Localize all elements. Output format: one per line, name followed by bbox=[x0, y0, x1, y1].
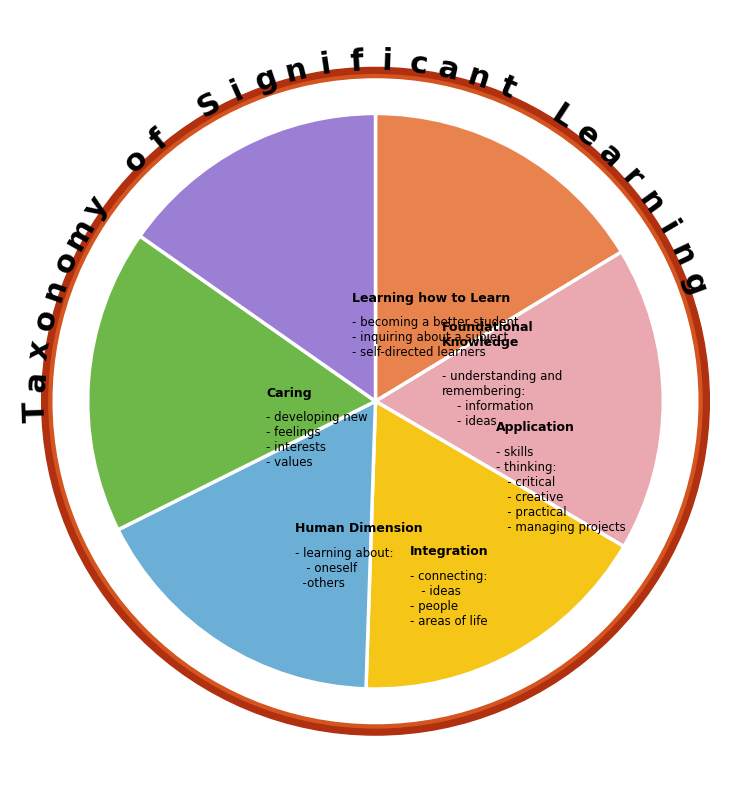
Text: a: a bbox=[593, 138, 628, 173]
Text: c: c bbox=[408, 49, 429, 80]
Text: o: o bbox=[29, 306, 62, 334]
Text: - becoming a better student
- inquiring about a subject
- self-directed learners: - becoming a better student - inquiring … bbox=[352, 316, 519, 359]
Text: m: m bbox=[59, 213, 101, 255]
Text: Foundational
Knowledge: Foundational Knowledge bbox=[442, 320, 533, 349]
Text: Integration: Integration bbox=[410, 545, 489, 558]
Wedge shape bbox=[88, 236, 376, 530]
Text: o: o bbox=[48, 246, 83, 277]
Text: - developing new
- feelings
- interests
- values: - developing new - feelings - interests … bbox=[266, 411, 368, 469]
Text: - skills
- thinking:
   - critical
   - creative
   - practical
   - managing pr: - skills - thinking: - critical - creati… bbox=[496, 446, 626, 534]
Text: Caring: Caring bbox=[266, 387, 312, 400]
Circle shape bbox=[41, 67, 710, 735]
Text: g: g bbox=[251, 62, 281, 97]
Circle shape bbox=[53, 79, 698, 724]
Text: e: e bbox=[570, 118, 604, 153]
Text: i: i bbox=[653, 216, 683, 240]
Text: a: a bbox=[22, 370, 52, 392]
Text: f: f bbox=[349, 47, 364, 77]
Text: - connecting:
   - ideas
- people
- areas of life: - connecting: - ideas - people - areas o… bbox=[410, 570, 487, 627]
Text: L: L bbox=[546, 100, 578, 135]
Text: T: T bbox=[21, 401, 51, 422]
Text: n: n bbox=[38, 275, 72, 305]
Text: n: n bbox=[665, 240, 700, 271]
Text: x: x bbox=[24, 339, 56, 362]
Wedge shape bbox=[140, 113, 376, 401]
Text: Human Dimension: Human Dimension bbox=[295, 522, 423, 536]
Text: r: r bbox=[616, 163, 647, 193]
Text: t: t bbox=[495, 72, 520, 104]
Wedge shape bbox=[376, 113, 622, 401]
Text: i: i bbox=[318, 50, 333, 81]
Text: g: g bbox=[677, 269, 711, 299]
Text: f: f bbox=[144, 124, 173, 155]
Text: y: y bbox=[79, 191, 114, 225]
Text: n: n bbox=[632, 185, 669, 220]
Text: o: o bbox=[118, 143, 153, 178]
Text: - learning about:
   - oneself
  -others: - learning about: - oneself -others bbox=[295, 547, 394, 589]
Text: n: n bbox=[464, 61, 493, 95]
Text: n: n bbox=[282, 55, 309, 88]
Text: i: i bbox=[382, 47, 394, 77]
Text: i: i bbox=[227, 76, 248, 107]
Text: Learning how to Learn: Learning how to Learn bbox=[352, 292, 511, 305]
Wedge shape bbox=[376, 252, 663, 547]
Text: Application: Application bbox=[496, 422, 575, 434]
Text: a: a bbox=[436, 53, 462, 86]
Text: S: S bbox=[193, 87, 226, 123]
Wedge shape bbox=[118, 401, 375, 689]
Circle shape bbox=[49, 74, 702, 728]
Text: - understanding and
remembering:
    - information
    - ideas: - understanding and remembering: - infor… bbox=[442, 369, 562, 428]
Wedge shape bbox=[366, 401, 624, 689]
